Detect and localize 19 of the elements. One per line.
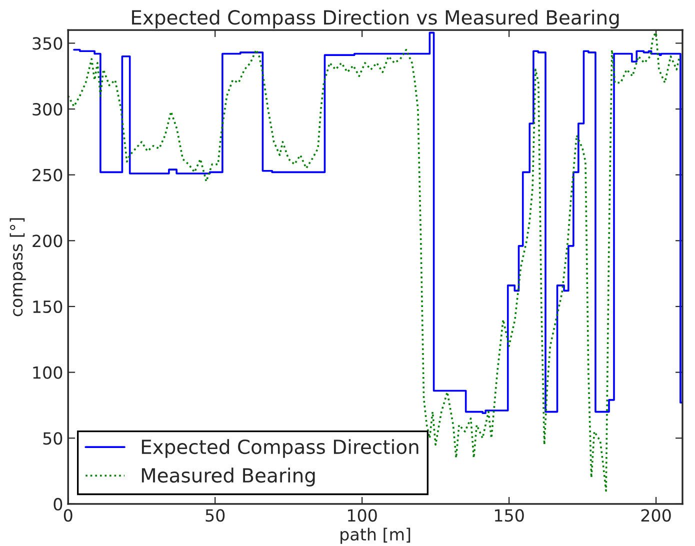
y-tick-label: 100 bbox=[33, 366, 62, 379]
y-tick-label: 0 bbox=[54, 498, 62, 511]
chart-title: Expected Compass Direction vs Measured Bearing bbox=[132, 10, 619, 29]
line-series bbox=[68, 32, 680, 492]
legend-label: Measured Bearing bbox=[142, 468, 315, 486]
x-tick-label: 0 bbox=[64, 509, 72, 522]
x-tick-label: 200 bbox=[641, 509, 671, 522]
y-tick-label: 250 bbox=[32, 168, 62, 182]
y-tick-label: 200 bbox=[32, 234, 62, 248]
x-tick-label: 150 bbox=[494, 509, 524, 522]
y-tick-label: 50 bbox=[43, 432, 62, 445]
x-tick-label: 50 bbox=[206, 509, 225, 522]
y-tick-label: 150 bbox=[33, 300, 62, 314]
y-tick-label: 350 bbox=[32, 37, 62, 50]
x-tick-label: 100 bbox=[348, 509, 377, 522]
y-tick-label: 300 bbox=[32, 102, 62, 116]
legend-label: Expected Compass Direction bbox=[142, 439, 418, 458]
x-axis-title: path [m] bbox=[340, 528, 410, 544]
y-axis-title: compass [°] bbox=[10, 218, 26, 316]
